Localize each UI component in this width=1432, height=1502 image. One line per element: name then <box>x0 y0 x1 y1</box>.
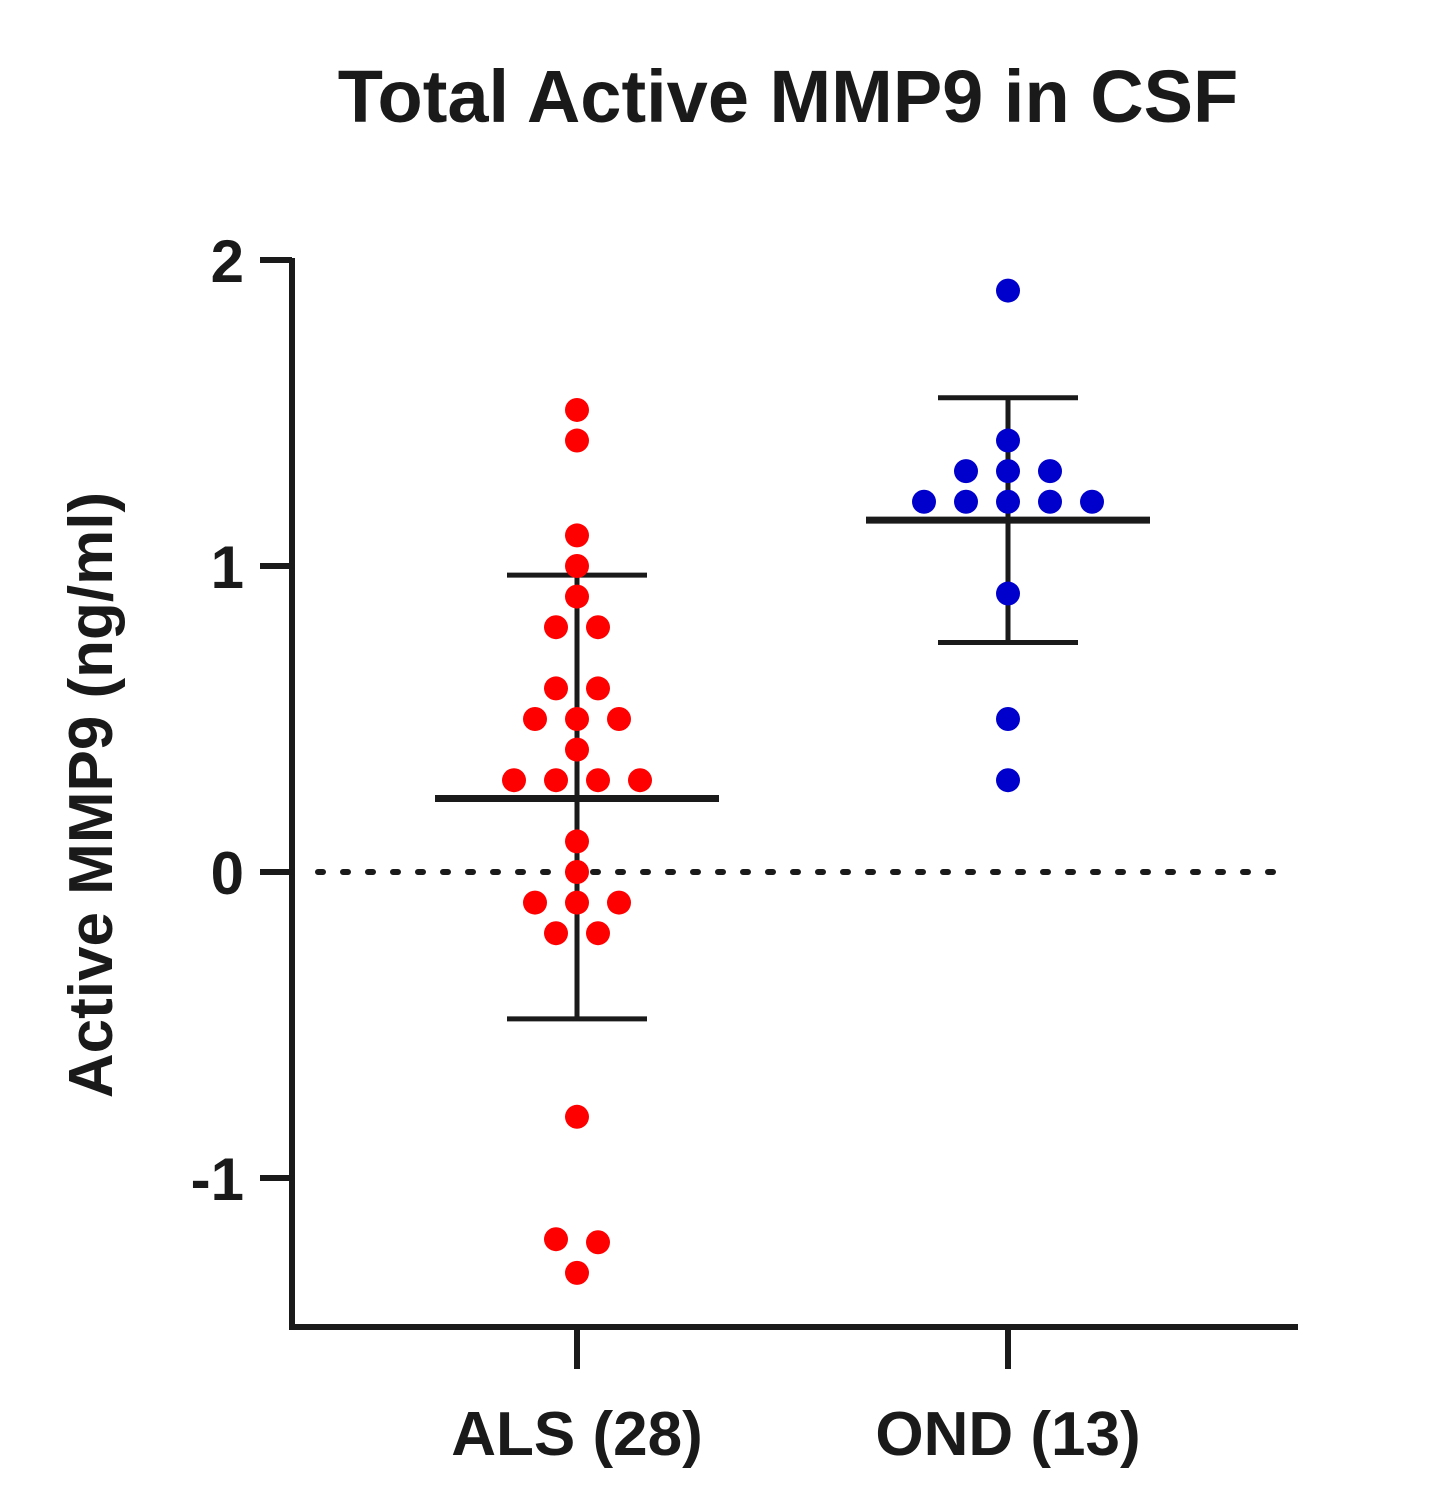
data-point <box>565 860 589 884</box>
data-point <box>565 1260 589 1285</box>
data-point <box>523 707 547 731</box>
data-point <box>954 489 978 514</box>
data-point <box>912 489 936 514</box>
data-points <box>502 278 1104 1285</box>
data-point <box>586 1230 610 1255</box>
data-point <box>586 768 610 793</box>
y-axis-label: Active MMP9 (ng/ml) <box>57 492 126 1098</box>
y-tick-label: -1 <box>191 1146 244 1213</box>
data-point <box>565 737 589 762</box>
data-point <box>1038 459 1062 484</box>
x-tick-label: OND (13) <box>875 1400 1140 1469</box>
data-point <box>586 615 610 640</box>
data-point <box>607 890 631 915</box>
error-bars <box>435 395 1150 1022</box>
data-point <box>996 278 1020 303</box>
chart-title: Total Active MMP9 in CSF <box>338 55 1238 138</box>
data-point <box>1080 489 1104 514</box>
y-tick-label: 1 <box>211 534 244 601</box>
y-axis-ticks: 2 1 0 -1 <box>191 228 292 1213</box>
data-point <box>996 489 1020 514</box>
data-point <box>607 707 631 731</box>
data-point <box>996 768 1020 793</box>
data-point <box>954 459 978 484</box>
data-point <box>544 921 568 946</box>
data-point <box>996 459 1020 484</box>
data-point <box>996 707 1020 731</box>
data-point <box>565 554 589 578</box>
data-point <box>586 676 610 701</box>
data-point <box>565 1104 589 1129</box>
data-point <box>996 428 1020 453</box>
data-point <box>1038 489 1062 514</box>
y-tick-label: 0 <box>211 840 244 907</box>
data-point <box>628 768 652 793</box>
data-point <box>565 707 589 731</box>
data-point <box>523 890 547 915</box>
data-point <box>996 581 1020 606</box>
data-point <box>544 768 568 793</box>
data-point <box>565 829 589 854</box>
y-tick-label: 2 <box>211 228 244 295</box>
data-point <box>586 921 610 946</box>
data-point <box>544 1227 568 1252</box>
data-point <box>502 768 526 793</box>
data-point <box>565 584 589 609</box>
data-point <box>565 890 589 915</box>
x-tick-label: ALS (28) <box>451 1400 702 1469</box>
data-point <box>544 676 568 701</box>
data-point <box>565 428 589 453</box>
axes <box>289 258 1298 1330</box>
data-point <box>544 615 568 640</box>
data-point <box>565 397 589 422</box>
data-point <box>565 523 589 548</box>
x-axis-labels: ALS (28) OND (13) <box>451 1327 1141 1469</box>
